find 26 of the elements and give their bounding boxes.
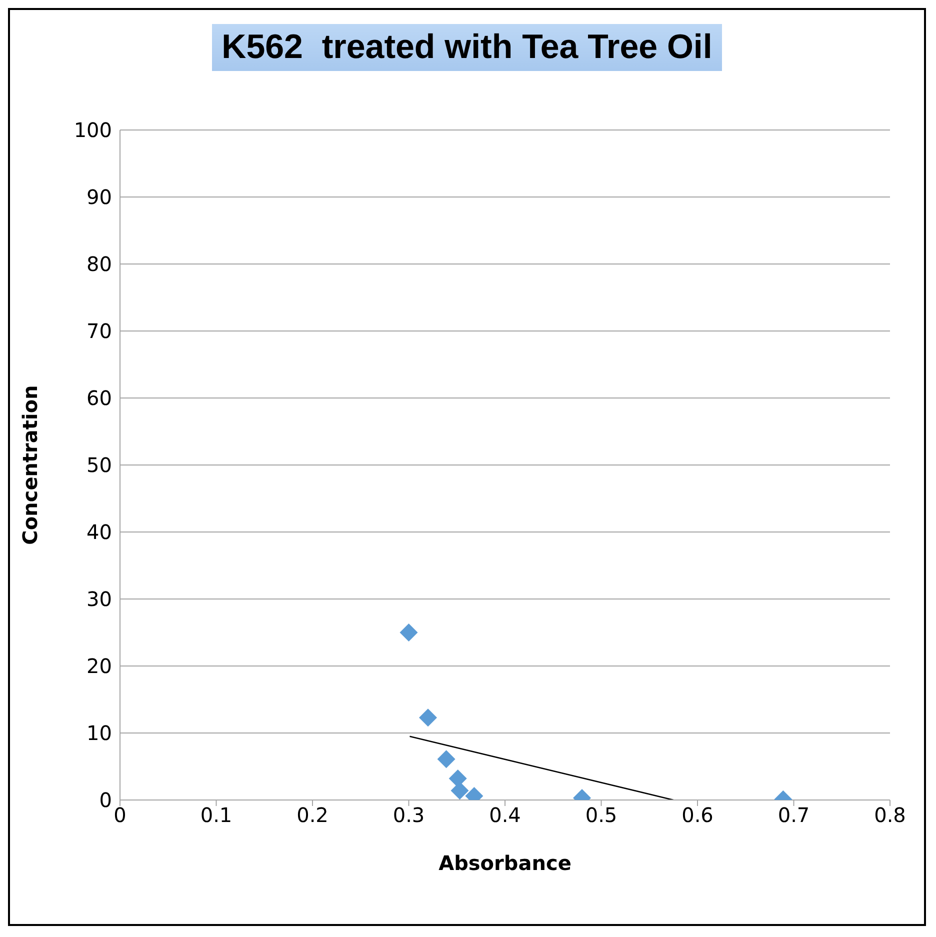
x-axis-title: Absorbance <box>438 851 572 875</box>
y-tick-label: 80 <box>86 252 112 276</box>
x-tick-label: 0.7 <box>778 803 810 828</box>
chart-title: K562 treated with Tea Tree Oil <box>212 24 722 71</box>
y-tick-label: 0 <box>99 788 112 812</box>
x-tick-label: 0.1 <box>200 803 232 828</box>
x-tick-label: 0.3 <box>392 803 425 828</box>
point <box>419 708 437 727</box>
y-axis-title: Concentration <box>18 385 42 545</box>
point <box>400 624 418 642</box>
x-tick-label: 0.5 <box>585 803 618 828</box>
y-tick-label: 50 <box>86 453 112 478</box>
y-tick-label: 40 <box>86 520 112 544</box>
x-tick-label: 0.4 <box>489 803 521 828</box>
y-tick-label: 30 <box>86 587 112 612</box>
point <box>437 750 456 768</box>
x-tick-label: 0.2 <box>296 803 328 828</box>
x-tick-label: 0.8 <box>874 803 906 828</box>
x-tick-label: 0.6 <box>682 803 714 828</box>
y-tick-label: 60 <box>86 386 112 410</box>
y-tick-label: 90 <box>86 185 112 210</box>
y-tick-label: 10 <box>86 721 112 746</box>
y-tick-label: 70 <box>86 319 112 344</box>
point <box>450 782 469 800</box>
y-tick-label: 20 <box>86 654 112 678</box>
y-tick-label: 100 <box>74 118 112 142</box>
